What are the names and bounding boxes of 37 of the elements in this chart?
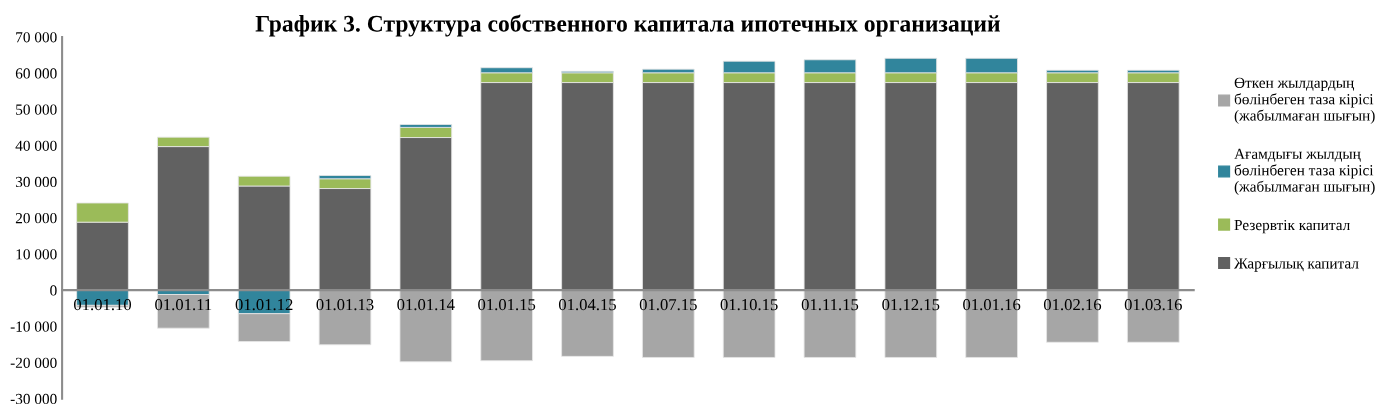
y-tick-label: 50 000 (16, 104, 57, 115)
x-tick-label: 01.01.16 (963, 298, 1021, 311)
y-tick-label: 70 000 (16, 32, 57, 43)
legend-label: Өткен жылдардың бөлінбеген таза кірісі (жабылмаған шығын) (1234, 77, 1375, 124)
bar (318, 289, 372, 346)
bar (561, 289, 614, 357)
x-tick-label: 01.04.15 (558, 298, 616, 311)
y-tick-label: 0 (50, 285, 57, 296)
x-tick-label: 01.01.14 (397, 298, 455, 311)
y-tick-label: 30 000 (15, 176, 57, 188)
x-tick-label: 01.01.15 (478, 298, 536, 311)
legend-label: Жарғылық капитал (1234, 258, 1359, 272)
x-tick-label: 01.10.15 (720, 298, 778, 311)
bar (399, 289, 453, 363)
y-tick-label: 20 000 (15, 212, 57, 224)
bar (157, 294, 210, 329)
x-tick-label: 01.07.15 (639, 298, 697, 311)
bar (722, 289, 776, 358)
chart-title: График 3. Структура собственного капитала ипотечных организаций (255, 14, 1000, 37)
y-tick-label: -10 000 (10, 321, 57, 332)
legend-label: Ағамдығы жылдың бөлінбеген таза кірісі (жабылмаған шығын) (1234, 148, 1375, 195)
bar (884, 289, 938, 358)
bar (803, 289, 857, 358)
y-tick-label: 60 000 (15, 68, 57, 79)
legend-label: Резервтік капитал (1234, 219, 1350, 234)
x-tick-label: 01.03.16 (1124, 298, 1182, 311)
x-tick-label: 01.01.11 (155, 298, 212, 311)
x-tick-label: 01.02.16 (1043, 298, 1102, 311)
bar (1046, 289, 1099, 343)
x-tick-label: 01.11.15 (801, 298, 859, 311)
y-tick-label: 40 000 (15, 140, 57, 151)
x-tick-label: 01.01.13 (316, 298, 374, 311)
y-tick-label: 10 000 (16, 249, 57, 260)
bar (480, 289, 533, 362)
y-tick-label: -20 000 (10, 357, 57, 368)
x-tick-label: 01.12.15 (882, 298, 940, 311)
y-tick-label: -30 000 (10, 393, 57, 405)
